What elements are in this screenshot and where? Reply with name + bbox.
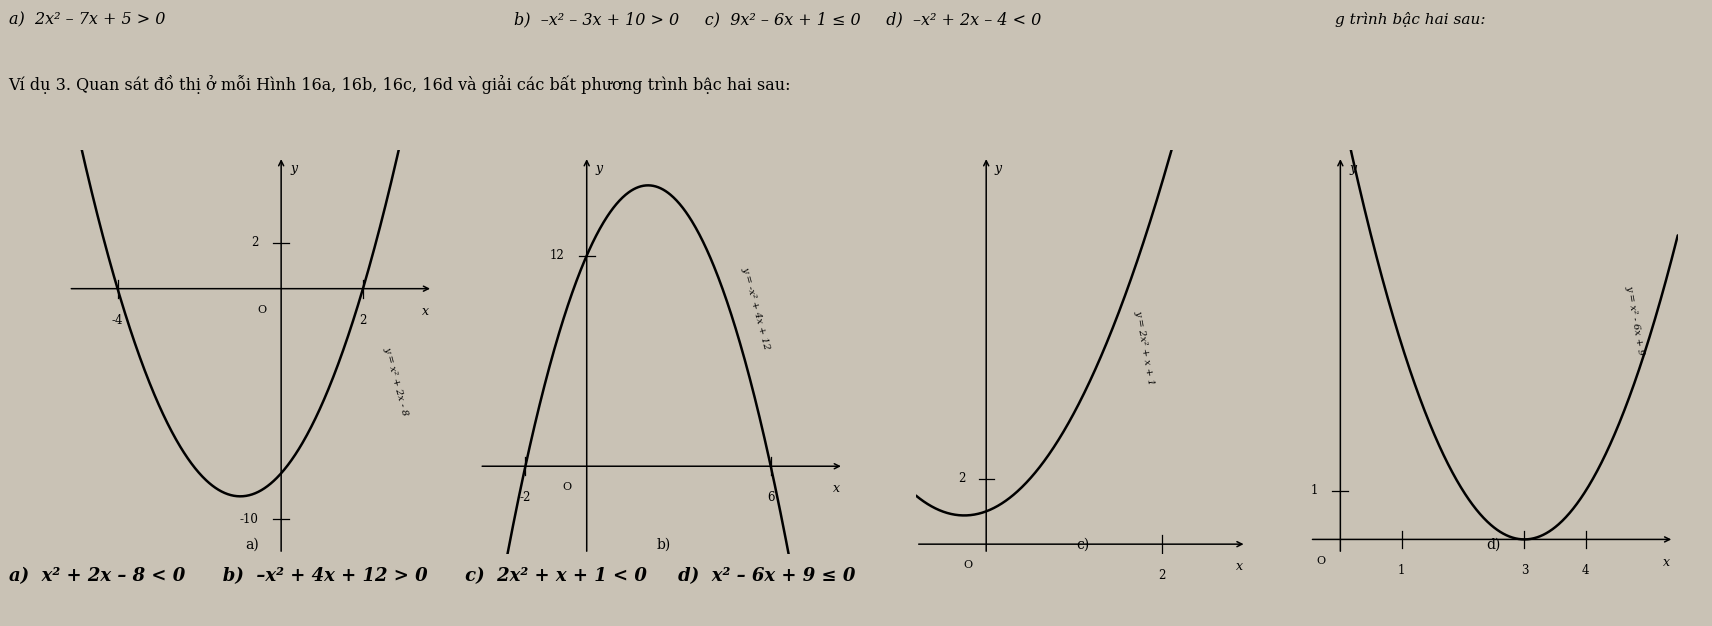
Text: y: y [995,162,1002,175]
Text: b): b) [656,538,671,552]
Text: x: x [1236,560,1243,573]
Text: b)  –x² – 3x + 10 > 0     c)  9x² – 6x + 1 ≤ 0     d)  –x² + 2x – 4 < 0: b) –x² – 3x + 10 > 0 c) 9x² – 6x + 1 ≤ 0… [514,11,1041,29]
Text: y: y [291,162,298,175]
Text: O: O [257,305,267,315]
Text: 2: 2 [360,314,366,327]
Text: 4: 4 [1582,564,1589,577]
Text: d): d) [1486,538,1501,552]
Text: -2: -2 [520,491,531,504]
Text: 2: 2 [959,472,966,485]
Text: 12: 12 [550,249,563,262]
Text: O: O [964,560,972,570]
Text: g trình bậc hai sau:: g trình bậc hai sau: [1335,11,1486,26]
Text: O: O [563,483,572,493]
Text: x: x [1662,555,1669,568]
Text: Ví dụ 3. Quan sát đồ thị ở mỗi Hình 16a, 16b, 16c, 16d và giải các bất phương tr: Ví dụ 3. Quan sát đồ thị ở mỗi Hình 16a,… [9,75,791,94]
Text: 1: 1 [1399,564,1406,577]
Text: -10: -10 [240,513,259,526]
Text: y = x² + 2x - 8: y = x² + 2x - 8 [382,346,409,416]
Text: 2: 2 [1159,569,1166,582]
Text: -4: -4 [111,314,123,327]
Text: x: x [421,305,428,318]
Text: O: O [1317,555,1325,565]
Text: a)  x² + 2x – 8 < 0      b)  –x² + 4x + 12 > 0      c)  2x² + x + 1 < 0     d)  : a) x² + 2x – 8 < 0 b) –x² + 4x + 12 > 0 … [9,567,854,585]
Text: 3: 3 [1520,564,1529,577]
Text: x: x [832,483,839,495]
Text: a): a) [245,538,260,552]
Text: a)  2x² – 7x + 5 > 0: a) 2x² – 7x + 5 > 0 [9,11,164,29]
Text: y: y [596,162,603,175]
Text: y = x² - 6x + 9: y = x² - 6x + 9 [1625,285,1645,356]
Text: y = -x² + 4x + 12: y = -x² + 4x + 12 [740,266,770,351]
Text: 2: 2 [252,236,259,249]
Text: y: y [1349,162,1356,175]
Text: 6: 6 [767,491,774,504]
Text: c): c) [1077,538,1089,552]
Text: 1: 1 [1310,485,1318,497]
Text: y = 2x² + x + 1: y = 2x² + x + 1 [1133,309,1156,386]
